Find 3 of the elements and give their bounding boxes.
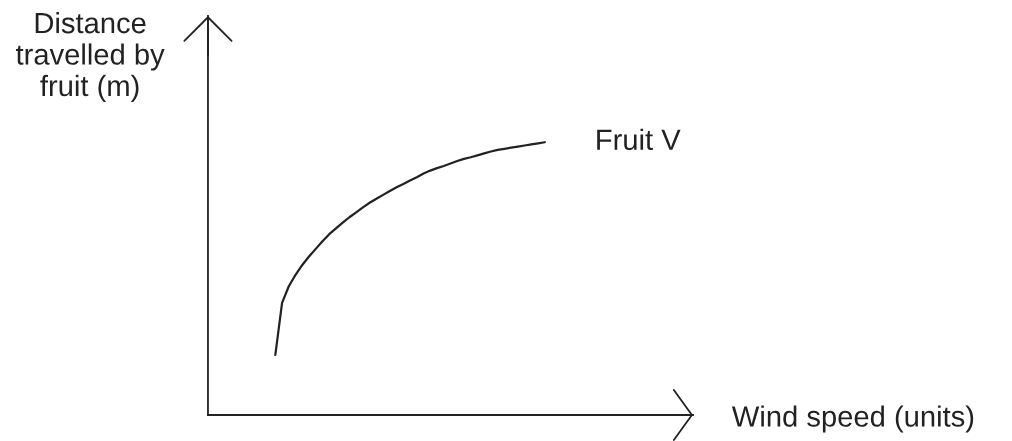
x-axis-title: Wind speed (units) bbox=[731, 405, 974, 433]
series-label: Fruit V bbox=[597, 128, 681, 151]
y-axis-title: Distance travelled by fruit (m) bbox=[15, 11, 165, 102]
